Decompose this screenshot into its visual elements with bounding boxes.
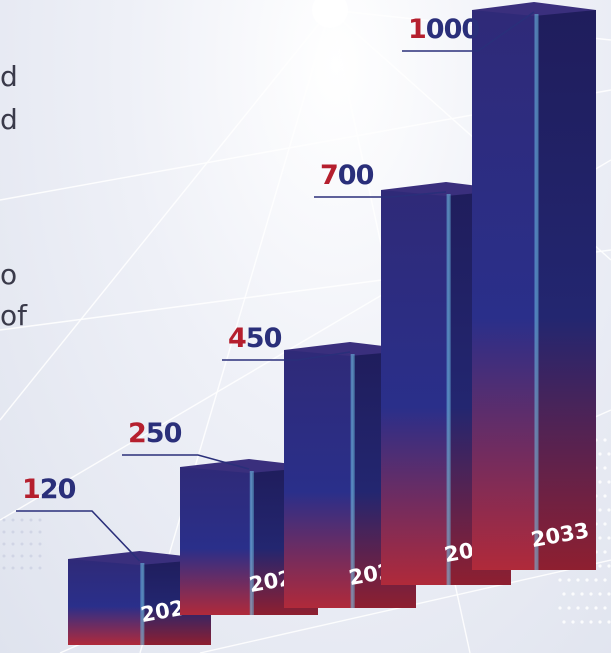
network-line	[0, 9, 331, 421]
pattern-dot	[38, 566, 42, 570]
side-text-line: o	[0, 258, 18, 291]
pattern-dot	[11, 530, 15, 534]
pattern-dot	[598, 620, 602, 624]
pattern-dot	[571, 592, 575, 596]
bar-front-face	[284, 350, 353, 608]
bar-front-face	[180, 467, 252, 615]
pattern-dot	[603, 466, 607, 470]
value-label: 120	[22, 474, 76, 505]
pattern-dot	[29, 554, 33, 558]
pattern-dot	[598, 508, 602, 512]
side-text-line: d	[0, 60, 18, 93]
value-label: 700	[320, 160, 374, 191]
pattern-dot	[598, 536, 602, 540]
pattern-dot	[598, 592, 602, 596]
pattern-dot	[607, 592, 611, 596]
pattern-dot	[603, 578, 607, 582]
pattern-dot	[567, 606, 571, 610]
pattern-dot	[38, 518, 42, 522]
pattern-dot	[571, 620, 575, 624]
pattern-dot	[594, 606, 598, 610]
pattern-dot	[607, 508, 611, 512]
bar-edge-highlight	[534, 14, 539, 570]
pattern-dot	[598, 480, 602, 484]
pattern-dot	[562, 592, 566, 596]
pattern-dot	[11, 566, 15, 570]
pattern-dot	[38, 530, 42, 534]
bar-top-face	[68, 551, 211, 565]
pattern-dot	[2, 518, 6, 522]
pattern-dot	[607, 480, 611, 484]
pattern-dot	[20, 566, 24, 570]
pattern-dot	[29, 542, 33, 546]
pattern-dot	[598, 452, 602, 456]
bar-edge-highlight	[350, 354, 355, 608]
pattern-dot	[594, 578, 598, 582]
pattern-dot	[29, 566, 33, 570]
value-leader-line	[222, 351, 351, 361]
pattern-dot	[580, 620, 584, 624]
pattern-dot	[607, 452, 611, 456]
pattern-dot	[576, 578, 580, 582]
pattern-dot	[558, 578, 562, 582]
pattern-dot	[576, 606, 580, 610]
pattern-dot	[20, 530, 24, 534]
pattern-dot	[558, 606, 562, 610]
pattern-dot	[38, 554, 42, 558]
pattern-dot	[589, 592, 593, 596]
pattern-dot	[11, 542, 15, 546]
pattern-dot	[20, 542, 24, 546]
pattern-dot	[567, 578, 571, 582]
pattern-dot	[598, 564, 602, 568]
pattern-dot	[603, 438, 607, 442]
pattern-dot	[603, 606, 607, 610]
pattern-dot	[585, 606, 589, 610]
light-flare	[312, 0, 348, 28]
pattern-dot	[607, 536, 611, 540]
pattern-dot	[607, 620, 611, 624]
pattern-dot	[38, 542, 42, 546]
pattern-dot	[603, 522, 607, 526]
pattern-dot	[603, 550, 607, 554]
pattern-dot	[29, 530, 33, 534]
bar-edge-highlight	[249, 471, 254, 615]
bar-front-face	[381, 190, 449, 585]
pattern-dot	[29, 518, 33, 522]
pattern-dot	[11, 518, 15, 522]
pattern-dot	[562, 620, 566, 624]
pattern-dot	[20, 518, 24, 522]
pattern-dot	[585, 578, 589, 582]
bar-edge-highlight	[140, 563, 145, 645]
value-leader-line	[314, 191, 447, 198]
bar-front-face	[68, 559, 143, 645]
pattern-dot	[603, 494, 607, 498]
bar-side-face	[536, 10, 596, 570]
pattern-dot	[607, 564, 611, 568]
value-leader-line	[122, 454, 250, 470]
bar-edge-highlight	[446, 194, 451, 585]
side-text-line: d	[0, 103, 18, 136]
pattern-dot	[580, 592, 584, 596]
pattern-dot	[11, 554, 15, 558]
pattern-dot	[2, 530, 6, 534]
bar-top-face	[180, 459, 318, 473]
pattern-dot	[2, 554, 6, 558]
bar-front-face	[472, 10, 537, 570]
pattern-dot	[2, 542, 6, 546]
pattern-dot	[20, 554, 24, 558]
network-line	[139, 9, 331, 653]
value-label: 250	[128, 418, 182, 449]
value-leader-line	[16, 510, 141, 562]
pattern-dot	[589, 620, 593, 624]
pattern-dot	[2, 566, 6, 570]
value-leader-line	[402, 11, 535, 52]
bar-top-face	[472, 2, 596, 16]
value-label: 450	[228, 323, 282, 354]
value-label: 1000	[408, 14, 479, 45]
